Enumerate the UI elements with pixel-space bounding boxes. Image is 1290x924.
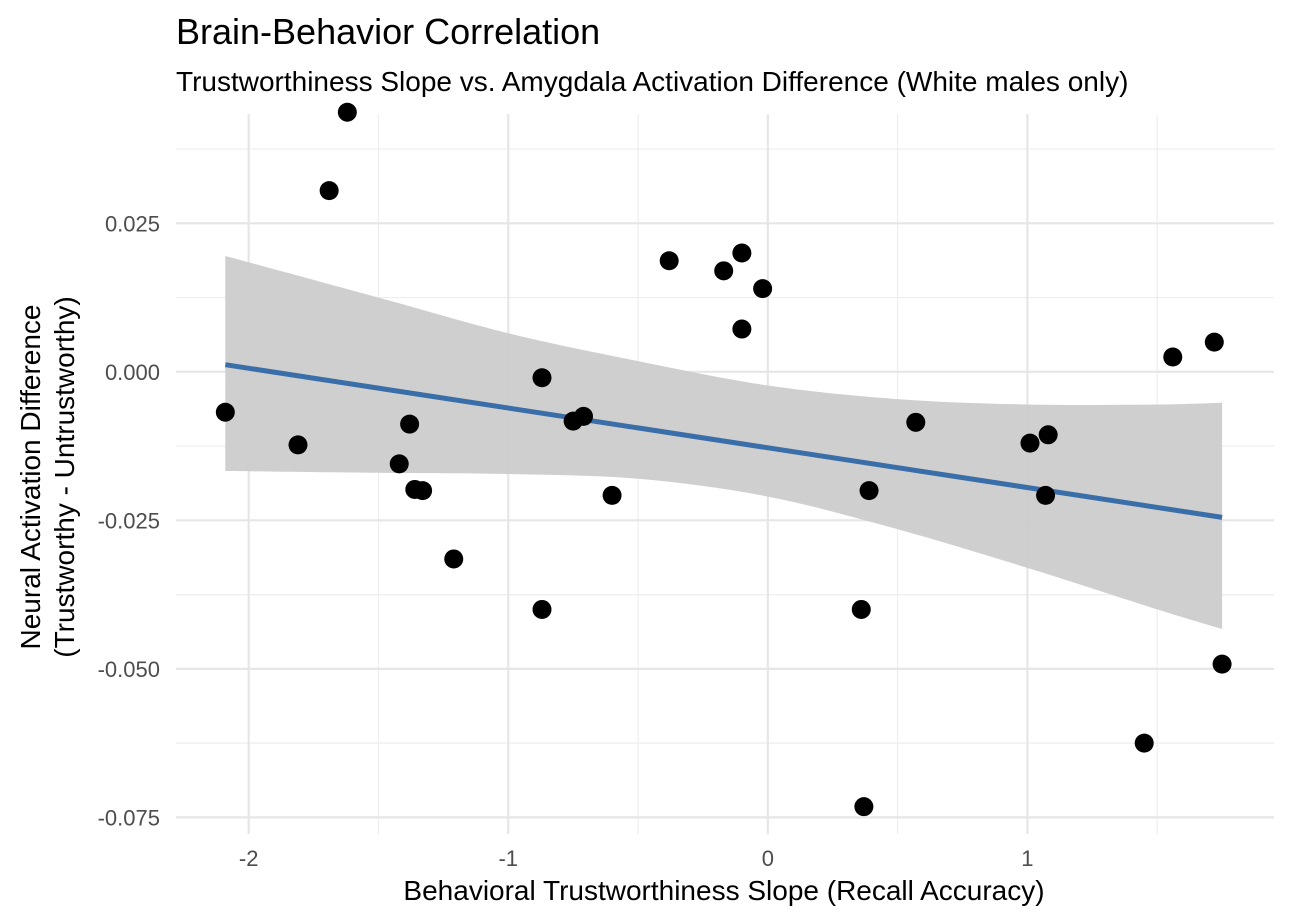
data-point-15	[714, 261, 734, 281]
y-axis-tick-labels: 0.025 0.000 -0.025 -0.050 -0.075	[98, 211, 160, 830]
data-point-19	[851, 599, 871, 619]
data-point-13	[602, 485, 622, 505]
data-point-9	[532, 368, 552, 388]
regression-line	[224, 362, 1223, 520]
data-point-20	[859, 481, 879, 501]
y-axis-title-line-2: (Trustworthy - Untrustworthy)	[49, 296, 80, 657]
data-point-3	[288, 435, 308, 455]
data-point-24	[1038, 425, 1058, 445]
data-point-7	[413, 481, 433, 501]
data-point-26	[1134, 733, 1154, 753]
data-point-18	[753, 279, 773, 299]
fit-line-layer	[224, 362, 1223, 520]
data-point-29	[1212, 654, 1232, 674]
x-tick-label-1: -1	[498, 846, 518, 871]
data-point-27	[1163, 347, 1183, 367]
y-tick-label-0: 0.025	[105, 211, 160, 236]
chart-title: Brain-Behavior Correlation	[176, 11, 600, 52]
data-point-16	[732, 243, 752, 263]
chart-subtitle: Trustworthiness Slope vs. Amygdala Activ…	[176, 66, 1128, 97]
data-point-10	[532, 599, 552, 619]
x-tick-label-2: 0	[762, 846, 774, 871]
data-point-8	[444, 549, 464, 569]
y-tick-label-2: -0.025	[98, 508, 160, 533]
data-point-14	[659, 251, 679, 271]
y-axis-title-line-1: Neural Activation Difference	[15, 305, 46, 650]
x-axis-title: Behavioral Trustworthiness Slope (Recall…	[403, 875, 1044, 906]
x-tick-label-3: 1	[1021, 846, 1033, 871]
y-tick-label-1: 0.000	[105, 360, 160, 385]
data-point-2	[319, 181, 339, 201]
data-point-5	[400, 414, 420, 434]
data-point-22	[906, 412, 926, 432]
data-points	[215, 102, 1232, 817]
x-tick-label-0: -2	[239, 846, 259, 871]
data-point-4	[389, 454, 409, 474]
data-point-12	[574, 406, 594, 426]
data-point-25	[1036, 485, 1056, 505]
data-point-28	[1204, 332, 1224, 352]
y-tick-label-3: -0.050	[98, 657, 160, 682]
data-point-23	[1020, 433, 1040, 453]
data-point-21	[854, 797, 874, 817]
data-point-1	[337, 102, 357, 122]
data-point-17	[732, 319, 752, 339]
y-axis-title: Neural Activation Difference (Trustworth…	[15, 296, 80, 657]
y-tick-label-4: -0.075	[98, 805, 160, 830]
x-axis-tick-labels: -2 -1 0 1	[239, 846, 1034, 871]
data-point-0	[215, 402, 235, 422]
